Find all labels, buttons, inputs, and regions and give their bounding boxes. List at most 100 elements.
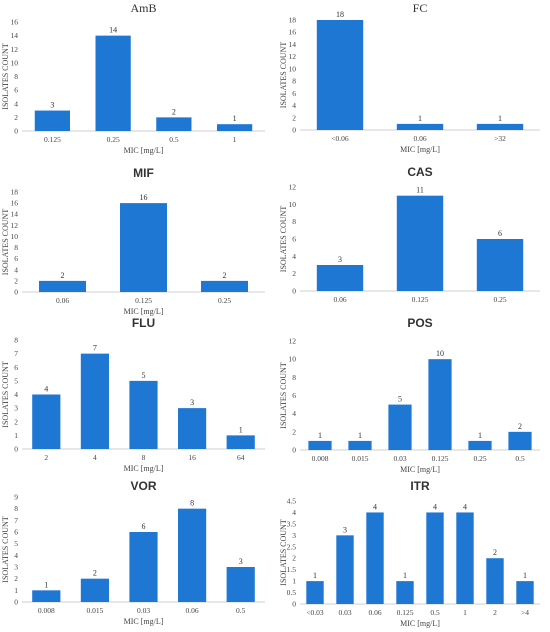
chart-title: CAS bbox=[407, 165, 432, 179]
bar bbox=[476, 239, 524, 291]
x-tick-label: 1 bbox=[233, 135, 237, 144]
data-label: 5 bbox=[398, 395, 402, 404]
chart-panel-mif: MIF 0 2 4 6 8 10 12 14 16 18 ISOLATES COUNT 2 0.06 16 0… bbox=[1, 166, 265, 316]
x-tick-label: 0.03 bbox=[137, 606, 150, 615]
bar bbox=[32, 394, 61, 449]
data-label: 1 bbox=[318, 431, 322, 440]
x-tick-label: 8 bbox=[142, 453, 146, 462]
y-tick-label: 8 bbox=[14, 72, 18, 81]
y-tick-label: 4 bbox=[14, 99, 18, 108]
y-axis-label: ISOLATES COUNT bbox=[1, 516, 10, 583]
y-tick-label: 18 bbox=[11, 188, 19, 197]
data-label: 4 bbox=[433, 502, 437, 511]
y-axis-label: ISOLATES COUNT bbox=[279, 362, 288, 429]
x-tick-label: 0.06 bbox=[186, 606, 199, 615]
y-tick-label: 2 bbox=[292, 427, 296, 436]
x-tick-label: 0.008 bbox=[38, 606, 55, 615]
y-tick-label: 0 bbox=[292, 126, 296, 135]
data-label: 1 bbox=[403, 571, 407, 580]
y-tick-label: 0 bbox=[14, 288, 18, 297]
data-label: 3 bbox=[343, 525, 347, 534]
x-tick-label: 0.125 bbox=[397, 608, 414, 617]
x-tick-label: 0.008 bbox=[312, 454, 329, 463]
x-tick-label: 0.25 bbox=[218, 296, 231, 305]
bar bbox=[156, 117, 192, 131]
x-axis-label: MIC [mg/L] bbox=[400, 619, 440, 628]
y-axis-label: ISOLATES COUNT bbox=[279, 206, 288, 273]
y-tick-label: 10 bbox=[11, 232, 19, 241]
x-tick-label: <0.06 bbox=[331, 134, 349, 143]
y-tick-label: 16 bbox=[11, 199, 19, 208]
bar bbox=[129, 532, 158, 602]
data-label: 4 bbox=[373, 502, 377, 511]
x-tick-label: 0.5 bbox=[430, 608, 440, 617]
bar bbox=[178, 508, 207, 602]
chart-panel-itr: ITR 0 0.5 1 1.5 2 2.5 3 3.5 4 4.5 ISOLATES COUNT 1 <0… bbox=[279, 479, 540, 628]
data-label: 1 bbox=[313, 571, 317, 580]
bar bbox=[396, 123, 444, 130]
x-tick-label: <0.03 bbox=[306, 608, 324, 617]
data-label: 6 bbox=[498, 229, 502, 238]
bar bbox=[456, 512, 474, 604]
x-tick-label: 0.25 bbox=[473, 454, 486, 463]
y-tick-label: 8 bbox=[14, 504, 18, 513]
y-tick-label: 8 bbox=[292, 373, 296, 382]
y-tick-label: 12 bbox=[289, 337, 297, 346]
y-tick-label: 4 bbox=[292, 508, 296, 517]
y-tick-label: 12 bbox=[11, 221, 19, 230]
bar bbox=[516, 581, 534, 604]
y-axis-label: ISOLATES COUNT bbox=[1, 43, 10, 110]
bar bbox=[486, 558, 504, 604]
y-tick-label: 5 bbox=[14, 376, 18, 385]
x-tick-label: 0.25 bbox=[493, 295, 506, 304]
y-tick-label: 5 bbox=[14, 539, 18, 548]
y-tick-label: 3.5 bbox=[287, 519, 297, 528]
bar bbox=[316, 20, 364, 130]
y-tick-label: 8 bbox=[14, 243, 18, 252]
y-axis-label: ISOLATES COUNT bbox=[1, 209, 10, 276]
y-tick-label: 6 bbox=[14, 528, 18, 537]
bar bbox=[396, 581, 414, 604]
y-tick-label: 18 bbox=[289, 16, 297, 25]
data-label: 3 bbox=[50, 101, 54, 110]
data-label: 2 bbox=[172, 107, 176, 116]
bar bbox=[308, 440, 332, 450]
y-tick-label: 1 bbox=[14, 586, 18, 595]
x-axis-label: MIC [mg/L] bbox=[124, 464, 164, 473]
bar bbox=[80, 353, 109, 449]
bar bbox=[129, 380, 158, 449]
y-tick-label: 3 bbox=[14, 404, 18, 413]
bar bbox=[34, 110, 70, 131]
y-tick-label: 16 bbox=[11, 18, 19, 27]
y-tick-label: 8 bbox=[14, 336, 18, 345]
y-tick-label: 4.5 bbox=[287, 497, 297, 506]
bar bbox=[217, 124, 253, 131]
y-tick-label: 10 bbox=[289, 64, 297, 73]
x-tick-label: 2 bbox=[44, 453, 48, 462]
bar bbox=[396, 195, 444, 291]
y-tick-label: 0.5 bbox=[287, 588, 297, 597]
x-axis-label: MIC [mg/L] bbox=[124, 307, 164, 316]
y-tick-label: 6 bbox=[292, 89, 296, 98]
data-label: 2 bbox=[518, 422, 522, 431]
data-label: 5 bbox=[142, 371, 146, 380]
y-tick-label: 2 bbox=[292, 113, 296, 122]
data-label: 16 bbox=[140, 193, 148, 202]
bar bbox=[226, 567, 255, 602]
y-tick-label: 12 bbox=[289, 183, 297, 192]
bar bbox=[32, 590, 61, 602]
chart-panel-fc: FC 0 2 4 6 8 10 12 14 16 18 ISOLATES COUNT 18 <0.06 1 0… bbox=[279, 1, 540, 154]
x-tick-label: >4 bbox=[521, 608, 529, 617]
x-tick-label: 0.03 bbox=[393, 454, 406, 463]
bar bbox=[508, 431, 532, 450]
data-label: 1 bbox=[358, 431, 362, 440]
x-axis-label: MIC [mg/L] bbox=[124, 146, 164, 155]
y-tick-label: 12 bbox=[289, 52, 297, 61]
y-tick-label: 0 bbox=[292, 446, 296, 455]
x-axis-label: MIC [mg/L] bbox=[400, 465, 440, 474]
chart-title: FC bbox=[413, 1, 428, 15]
bar bbox=[468, 440, 492, 450]
x-tick-label: 2 bbox=[493, 608, 497, 617]
y-tick-label: 4 bbox=[14, 265, 18, 274]
